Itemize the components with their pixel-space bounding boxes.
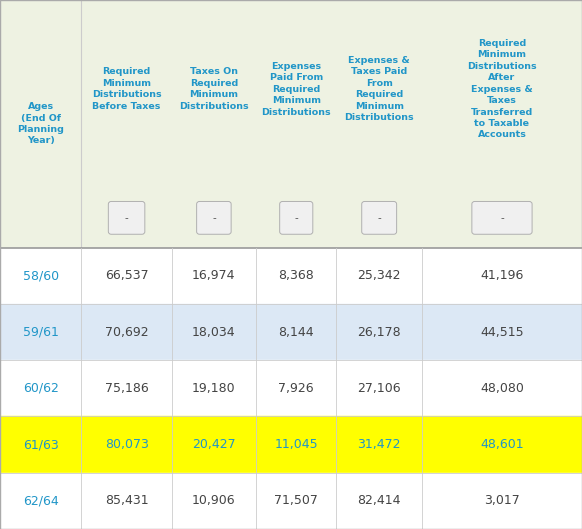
FancyBboxPatch shape (108, 202, 145, 234)
Text: 31,472: 31,472 (357, 438, 401, 451)
Text: 85,431: 85,431 (105, 495, 148, 507)
Text: 26,178: 26,178 (357, 325, 401, 339)
Text: 16,974: 16,974 (192, 269, 236, 282)
Text: Expenses &
Taxes Paid
From
Required
Minimum
Distributions: Expenses & Taxes Paid From Required Mini… (345, 56, 414, 122)
FancyBboxPatch shape (280, 202, 313, 234)
FancyBboxPatch shape (197, 202, 231, 234)
Text: 19,180: 19,180 (192, 382, 236, 395)
Bar (0, 473, 582, 529)
Text: 70,692: 70,692 (105, 325, 148, 339)
Text: 48,601: 48,601 (480, 438, 524, 451)
Text: 59/61: 59/61 (23, 325, 59, 339)
Bar (0, 0, 582, 248)
Text: 27,106: 27,106 (357, 382, 401, 395)
Text: 41,196: 41,196 (480, 269, 524, 282)
Text: 7,926: 7,926 (278, 382, 314, 395)
Text: -: - (294, 213, 298, 223)
Bar (0, 360, 582, 416)
Text: Required
Minimum
Distributions
Before Taxes: Required Minimum Distributions Before Ta… (92, 68, 161, 111)
Text: 44,515: 44,515 (480, 325, 524, 339)
Bar (0, 304, 582, 360)
Text: 62/64: 62/64 (23, 495, 59, 507)
Text: 20,427: 20,427 (192, 438, 236, 451)
Text: 25,342: 25,342 (357, 269, 401, 282)
Text: 48,080: 48,080 (480, 382, 524, 395)
Text: -: - (377, 213, 381, 223)
FancyBboxPatch shape (362, 202, 396, 234)
FancyBboxPatch shape (472, 202, 532, 234)
Text: 75,186: 75,186 (105, 382, 148, 395)
Text: 80,073: 80,073 (105, 438, 148, 451)
Text: 11,045: 11,045 (275, 438, 318, 451)
Text: 71,507: 71,507 (274, 495, 318, 507)
Text: 8,144: 8,144 (278, 325, 314, 339)
Text: -: - (125, 213, 129, 223)
Text: Expenses
Paid From
Required
Minimum
Distributions: Expenses Paid From Required Minimum Dist… (261, 62, 331, 116)
Text: 66,537: 66,537 (105, 269, 148, 282)
Bar (0, 248, 582, 304)
Text: 58/60: 58/60 (23, 269, 59, 282)
Text: 61/63: 61/63 (23, 438, 59, 451)
Bar (0, 416, 582, 473)
Text: -: - (500, 213, 504, 223)
Text: 82,414: 82,414 (357, 495, 401, 507)
Text: 10,906: 10,906 (192, 495, 236, 507)
Text: 3,017: 3,017 (484, 495, 520, 507)
Text: Taxes On
Required
Minimum
Distributions: Taxes On Required Minimum Distributions (179, 68, 249, 111)
Text: 18,034: 18,034 (192, 325, 236, 339)
Text: -: - (212, 213, 216, 223)
Text: Required
Minimum
Distributions
After
Expenses &
Taxes
Transferred
to Taxable
Acc: Required Minimum Distributions After Exp… (467, 39, 537, 140)
Text: 8,368: 8,368 (278, 269, 314, 282)
Text: 60/62: 60/62 (23, 382, 59, 395)
Text: Ages
(End Of
Planning
Year): Ages (End Of Planning Year) (17, 102, 64, 145)
